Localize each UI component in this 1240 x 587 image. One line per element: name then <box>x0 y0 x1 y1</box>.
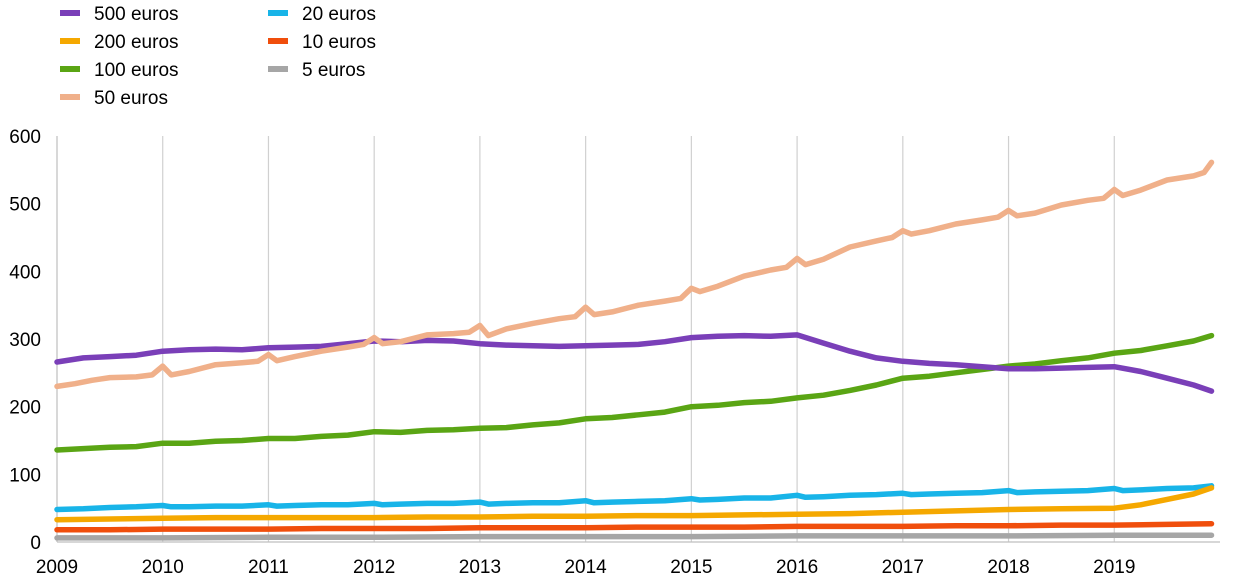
legend-label-100-euros: 100 euros <box>94 60 179 81</box>
series-line-20-euros <box>54 483 1215 513</box>
legend-label-500-euros: 500 euros <box>94 4 179 25</box>
y-tick-0: 0 <box>30 533 41 554</box>
x-tick-2014: 2014 <box>564 557 607 578</box>
x-tick-2010: 2010 <box>142 557 184 578</box>
series-line-200-euros <box>54 485 1215 523</box>
legend-label-5-euros: 5 euros <box>302 60 365 81</box>
x-tick-2009: 2009 <box>36 557 78 578</box>
x-tick-2011: 2011 <box>248 557 289 578</box>
series-lines <box>54 159 1215 541</box>
y-tick-300: 300 <box>9 330 41 351</box>
series-line-10-euros <box>54 520 1215 533</box>
x-tick-2016: 2016 <box>776 557 818 578</box>
legend: 500 euros 200 euros 100 euros 50 euros 20 eu… <box>60 4 376 109</box>
vertical-gridlines <box>162 136 1115 542</box>
x-tick-2012: 2012 <box>353 557 395 578</box>
y-tick-500: 500 <box>9 195 41 216</box>
x-tick-2018: 2018 <box>987 557 1029 578</box>
y-tick-400: 400 <box>9 262 41 283</box>
x-tick-labels: 2009 2010 2011 2012 2013 2014 2015 2016 2017 2018… <box>36 557 1136 578</box>
series-line-100-euros <box>54 332 1215 453</box>
legend-label-10-euros: 10 euros <box>302 32 376 53</box>
x-tick-2017: 2017 <box>882 557 924 578</box>
y-tick-600: 600 <box>9 127 41 148</box>
y-tick-100: 100 <box>9 465 41 486</box>
x-tick-2013: 2013 <box>459 557 501 578</box>
y-tick-labels: 0 100 200 300 400 500 600 <box>9 127 41 554</box>
series-line-50-euros <box>54 159 1215 390</box>
series-line-500-euros <box>54 332 1215 394</box>
legend-label-200-euros: 200 euros <box>94 32 179 53</box>
series-line-5-euros <box>54 532 1215 541</box>
axes <box>56 136 1220 543</box>
x-tick-2015: 2015 <box>670 557 712 578</box>
legend-label-20-euros: 20 euros <box>302 4 376 25</box>
legend-label-50-euros: 50 euros <box>94 88 168 109</box>
y-tick-200: 200 <box>9 398 41 419</box>
x-tick-2019: 2019 <box>1093 557 1135 578</box>
